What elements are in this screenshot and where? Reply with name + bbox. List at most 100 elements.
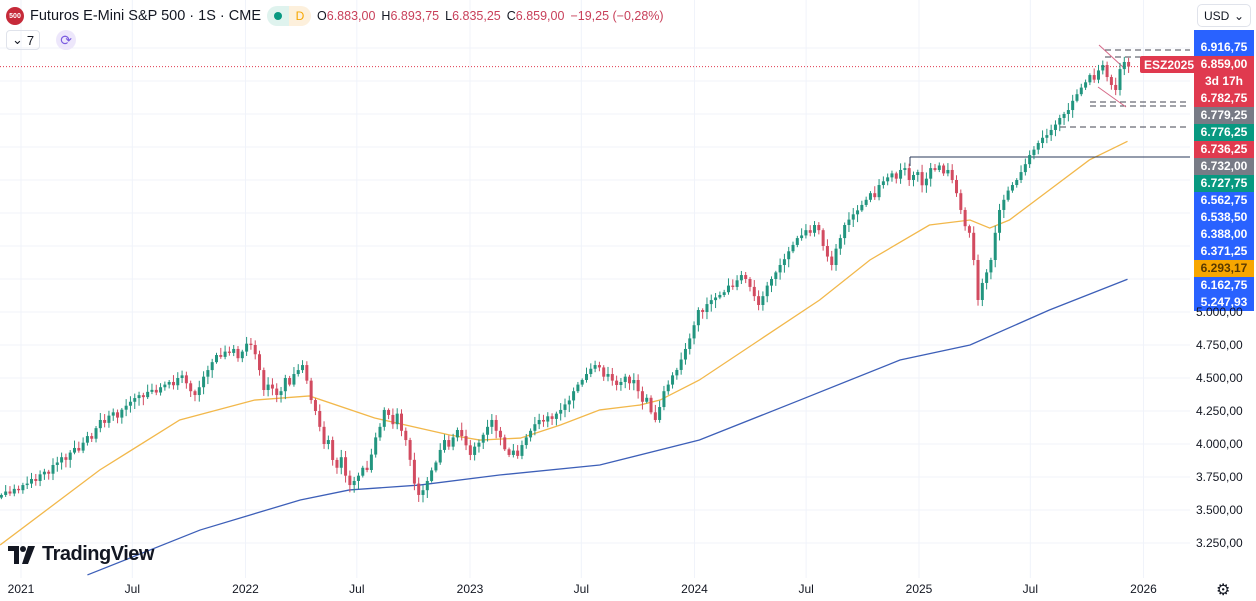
candle-body: [176, 378, 180, 386]
candle: [507, 447, 511, 458]
refresh-icon[interactable]: ⟳: [56, 30, 77, 50]
candle: [1023, 158, 1027, 176]
tradingview-logo[interactable]: TradingView: [8, 543, 154, 566]
candle-body: [770, 279, 774, 286]
candle: [993, 225, 997, 268]
candle: [486, 419, 490, 442]
candle: [1071, 94, 1075, 118]
candle: [408, 437, 412, 467]
candle: [159, 383, 163, 396]
candle-body: [477, 442, 481, 447]
candle: [765, 281, 769, 303]
candle-body: [85, 436, 89, 443]
price-axis-labels[interactable]: 6.916,75 6.859,00 3d 17h 6.782,75 6.779,25 6.…: [1190, 30, 1256, 320]
candle-body: [602, 367, 606, 377]
candle-body: [1041, 137, 1045, 144]
candle: [214, 352, 218, 364]
price-label: 5.247,93: [1194, 293, 1254, 311]
gear-icon[interactable]: ⚙: [1216, 582, 1231, 599]
candle: [12, 484, 16, 497]
candle-body: [365, 467, 369, 471]
candle-body: [21, 485, 25, 491]
price-label: 6.162,75: [1194, 276, 1254, 294]
candle: [25, 476, 29, 490]
candle: [671, 372, 675, 389]
candle: [326, 435, 330, 450]
candle: [1109, 74, 1113, 90]
candle: [309, 377, 313, 404]
candle-body: [989, 259, 993, 273]
candle: [133, 393, 137, 410]
candle: [47, 469, 51, 480]
candle: [1075, 89, 1079, 103]
candle: [8, 486, 12, 496]
candle-body: [309, 380, 313, 401]
candle-body: [326, 440, 330, 444]
candle: [434, 460, 438, 473]
candle: [645, 394, 649, 404]
candle-body: [692, 325, 696, 339]
candle-body: [473, 446, 477, 455]
time-tick-label: Jul: [1022, 582, 1038, 596]
candle-body: [90, 436, 94, 439]
candle-body: [223, 351, 227, 357]
candle-body: [580, 379, 584, 385]
candle-body: [146, 391, 150, 398]
price-chart[interactable]: [0, 0, 1190, 578]
candle-body: [825, 246, 829, 257]
indicators-collapse-button[interactable]: ⌄ 7: [6, 30, 41, 50]
candle-body: [266, 384, 270, 391]
status-pill[interactable]: D: [267, 6, 312, 26]
candle-body: [1092, 75, 1096, 80]
price-label: 6.736,25: [1194, 140, 1254, 158]
candle-body: [877, 185, 881, 198]
candle: [705, 297, 709, 320]
candle-body: [851, 214, 855, 220]
candle-body: [55, 462, 59, 465]
candle: [666, 380, 670, 395]
candle: [847, 212, 851, 233]
candle-body: [434, 462, 438, 471]
candle: [580, 378, 584, 387]
candle: [916, 169, 920, 182]
candle: [73, 440, 77, 455]
candle: [1079, 83, 1083, 97]
candle-body: [159, 387, 163, 393]
candle: [1006, 186, 1010, 202]
candle-body: [774, 272, 778, 279]
candle: [1084, 79, 1088, 90]
candle-body: [227, 351, 231, 353]
currency-select[interactable]: USD ⌄: [1197, 4, 1251, 27]
price-tick-label: 3.750,00: [1196, 470, 1243, 484]
candle-body: [748, 279, 752, 287]
candle-body: [369, 454, 373, 471]
candle: [572, 387, 576, 409]
candle: [774, 270, 778, 286]
candle-body: [550, 416, 554, 419]
candle: [374, 432, 378, 458]
candle: [924, 172, 928, 193]
candle: [348, 470, 352, 493]
candle-body: [464, 436, 468, 446]
candle-body: [292, 374, 296, 385]
candle: [937, 162, 941, 173]
candle: [550, 413, 554, 425]
candle-body: [813, 225, 817, 233]
candle: [202, 371, 206, 395]
candle-body: [1109, 77, 1113, 85]
candle-body: [258, 354, 262, 371]
price-label: 6.562,75: [1194, 191, 1254, 209]
candle-body: [714, 297, 718, 301]
symbol-title[interactable]: Futuros E-Mini S&P 500 · 1S · CME: [30, 8, 262, 24]
time-tick-label: Jul: [124, 582, 140, 596]
candle-body: [1010, 185, 1014, 191]
wedge-lower-line[interactable]: [1097, 86, 1127, 108]
candle-body: [219, 355, 223, 357]
candle: [770, 276, 774, 293]
candle-body: [834, 248, 838, 266]
candle: [387, 408, 391, 420]
candle: [344, 450, 348, 483]
candle-body: [800, 235, 804, 239]
candle: [778, 258, 782, 280]
candle-body: [731, 285, 735, 287]
